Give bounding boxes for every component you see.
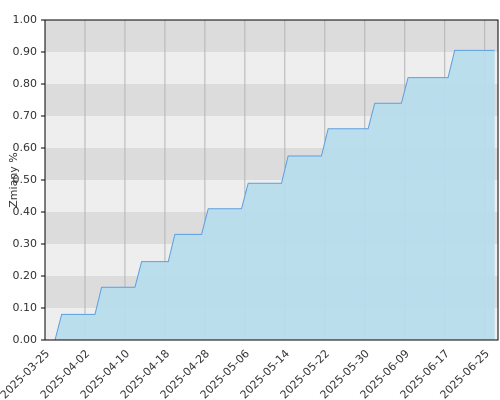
y-tick-label: 0.90 bbox=[13, 45, 38, 58]
y-tick-label: 0.20 bbox=[13, 269, 38, 282]
y-tick-label: 0.50 bbox=[13, 173, 38, 186]
y-tick-label: 0.30 bbox=[13, 237, 38, 250]
plot-frame bbox=[44, 19, 499, 341]
y-axis-label: Zmiany % bbox=[7, 152, 20, 207]
y-tick-label: 0.80 bbox=[13, 77, 38, 90]
y-tick-label: 0.40 bbox=[13, 205, 38, 218]
y-tick-label: 1.00 bbox=[13, 13, 38, 26]
y-tick-label: 0.60 bbox=[13, 141, 38, 154]
area bbox=[54, 50, 495, 341]
y-tick-label: 0.10 bbox=[13, 301, 38, 314]
y-tick-label: 0.00 bbox=[13, 333, 38, 346]
grid-band bbox=[45, 20, 498, 52]
y-tick-label: 0.70 bbox=[13, 109, 38, 122]
line bbox=[54, 49, 495, 341]
